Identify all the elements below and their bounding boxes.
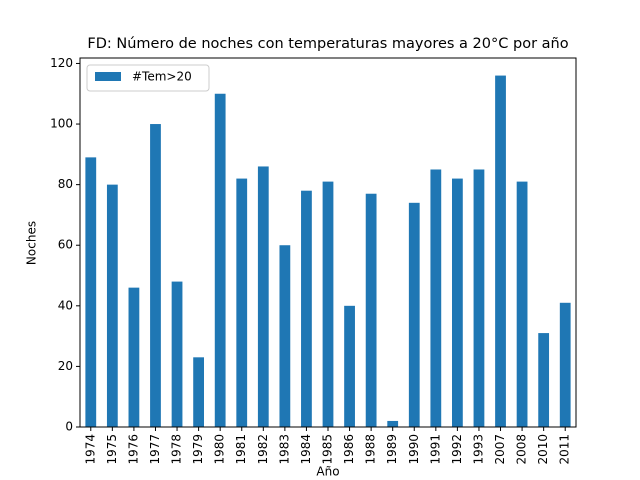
x-tick-label: 1978 <box>170 434 184 465</box>
x-tick-label: 1976 <box>126 434 140 465</box>
legend-swatch <box>95 72 121 81</box>
x-axis-label: Año <box>316 465 339 479</box>
x-tick-label: 1990 <box>407 434 421 465</box>
y-axis-label: Noches <box>25 221 39 265</box>
bar <box>365 193 377 427</box>
bar <box>408 202 420 427</box>
x-tick-label: 1975 <box>105 434 119 465</box>
bar <box>150 124 161 427</box>
bar <box>214 93 226 427</box>
bar <box>128 287 140 427</box>
bar <box>106 184 118 427</box>
bar <box>516 181 528 427</box>
y-tick-label: 20 <box>58 359 73 373</box>
bar <box>387 420 399 427</box>
legend-box <box>86 64 210 92</box>
x-tick-label: 1981 <box>234 434 248 465</box>
bar <box>171 281 183 427</box>
x-tick-label: 1986 <box>342 434 356 465</box>
bar <box>495 75 506 428</box>
bar <box>452 178 463 427</box>
bar <box>85 157 97 428</box>
bar <box>257 166 269 427</box>
x-tick-label: 1979 <box>191 434 205 465</box>
y-tick-label: 60 <box>58 238 73 252</box>
bar <box>279 245 291 427</box>
x-tick-label: 1992 <box>450 434 464 465</box>
x-tick-label: 1983 <box>277 434 291 465</box>
legend-label: #Tem>20 <box>132 70 192 84</box>
chart-title: FD: Número de noches con temperaturas ma… <box>87 36 568 52</box>
x-tick-label: 1980 <box>213 434 227 465</box>
bar <box>344 305 355 427</box>
x-tick-label: 1993 <box>471 434 485 465</box>
x-tick-label: 1991 <box>428 434 442 465</box>
bar <box>193 357 204 427</box>
bar <box>236 178 248 427</box>
plot-frame <box>79 57 577 428</box>
bar <box>301 190 312 427</box>
y-tick-label: 100 <box>50 117 73 131</box>
x-tick-label: 1982 <box>256 434 270 465</box>
x-tick-label: 2007 <box>493 434 507 465</box>
x-tick-label: 1989 <box>385 434 399 465</box>
y-tick-label: 120 <box>50 56 73 70</box>
x-tick-label: 1988 <box>364 434 378 465</box>
bar <box>430 169 442 428</box>
y-tick-label: 80 <box>58 177 73 191</box>
x-tick-label: 1974 <box>83 434 97 465</box>
bar <box>473 169 485 428</box>
bar <box>322 181 334 427</box>
x-tick-label: 2011 <box>558 434 572 465</box>
y-tick-label: 0 <box>65 420 73 434</box>
x-tick-label: 1985 <box>321 434 335 465</box>
bar <box>538 333 550 427</box>
bar <box>559 302 571 427</box>
x-tick-label: 1984 <box>299 434 313 465</box>
y-tick-label: 40 <box>58 298 73 312</box>
x-tick-label: 1977 <box>148 434 162 465</box>
x-tick-label: 2008 <box>515 434 529 465</box>
x-tick-label: 2010 <box>536 434 550 465</box>
